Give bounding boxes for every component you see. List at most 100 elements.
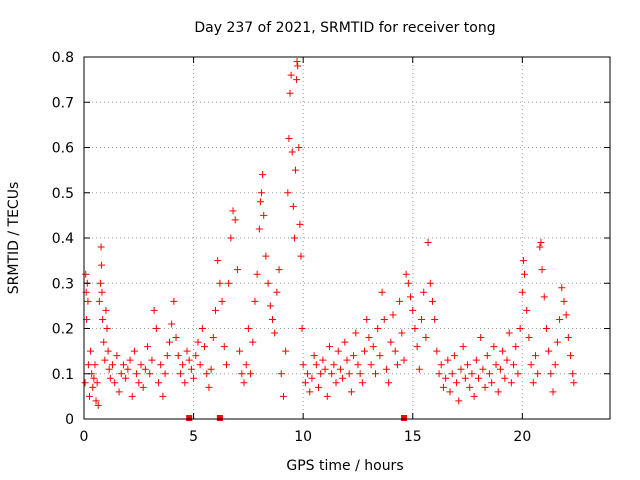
data-point bbox=[319, 356, 327, 364]
data-point bbox=[113, 352, 121, 360]
data-point bbox=[117, 370, 125, 378]
data-point bbox=[446, 388, 454, 396]
data-point bbox=[382, 365, 390, 373]
data-point bbox=[227, 234, 235, 242]
data-point bbox=[409, 306, 417, 314]
data-point bbox=[98, 288, 106, 296]
data-point bbox=[442, 374, 450, 382]
data-point bbox=[264, 279, 272, 287]
data-point bbox=[350, 352, 358, 360]
data-point bbox=[304, 370, 312, 378]
x-tick-label: 15 bbox=[404, 429, 422, 445]
data-point bbox=[96, 279, 104, 287]
data-point bbox=[297, 252, 305, 260]
data-point bbox=[225, 279, 233, 287]
x-markers bbox=[186, 415, 407, 421]
x-marker bbox=[400, 415, 407, 421]
data-point bbox=[365, 334, 373, 342]
data-point bbox=[481, 383, 489, 391]
data-point bbox=[161, 370, 169, 378]
data-point bbox=[103, 325, 111, 332]
data-point bbox=[345, 370, 353, 378]
data-point bbox=[472, 356, 480, 364]
data-point bbox=[90, 374, 98, 382]
data-point bbox=[490, 343, 498, 351]
data-point bbox=[499, 347, 507, 355]
data-point bbox=[398, 329, 406, 337]
data-point bbox=[464, 361, 472, 369]
data-point bbox=[240, 379, 248, 387]
data-point bbox=[315, 383, 323, 391]
data-point bbox=[343, 356, 351, 364]
y-axis-label: SRMTID / TECUs bbox=[6, 182, 22, 295]
data-point bbox=[325, 343, 333, 351]
data-point bbox=[251, 297, 259, 305]
data-point bbox=[431, 315, 439, 323]
x-tick-label: 0 bbox=[80, 429, 89, 445]
data-point bbox=[247, 370, 255, 378]
data-point bbox=[139, 383, 147, 391]
data-point bbox=[361, 347, 369, 355]
data-point bbox=[503, 356, 511, 364]
y-tick-label: 0.2 bbox=[52, 322, 74, 338]
y-tick-label: 0.8 bbox=[52, 50, 74, 66]
data-point bbox=[371, 370, 379, 378]
data-point bbox=[102, 306, 110, 314]
data-point bbox=[387, 338, 395, 346]
data-point bbox=[450, 352, 458, 360]
data-point bbox=[207, 365, 215, 373]
data-point bbox=[418, 315, 426, 323]
data-point bbox=[389, 311, 397, 319]
data-point bbox=[258, 189, 266, 197]
data-point bbox=[367, 361, 375, 369]
data-point bbox=[229, 207, 237, 215]
data-point bbox=[301, 379, 309, 387]
data-point bbox=[170, 297, 178, 305]
grid-lines bbox=[84, 57, 610, 419]
data-point bbox=[293, 76, 301, 84]
data-point bbox=[485, 370, 493, 378]
data-point bbox=[551, 361, 559, 369]
data-point bbox=[190, 374, 198, 382]
data-point bbox=[163, 352, 171, 360]
data-point bbox=[144, 343, 152, 351]
data-point bbox=[339, 374, 347, 382]
data-point bbox=[242, 361, 250, 369]
data-point bbox=[268, 315, 276, 323]
data-point bbox=[411, 325, 419, 332]
data-point bbox=[424, 239, 432, 247]
data-point bbox=[135, 379, 143, 387]
data-point bbox=[122, 374, 130, 382]
data-point bbox=[128, 392, 136, 400]
data-point bbox=[514, 370, 522, 378]
data-point bbox=[534, 370, 542, 378]
data-point bbox=[521, 270, 529, 278]
data-point bbox=[477, 334, 485, 342]
data-point bbox=[523, 306, 531, 314]
data-point bbox=[244, 325, 252, 332]
data-point bbox=[488, 379, 496, 387]
data-point bbox=[284, 189, 292, 197]
data-point bbox=[256, 198, 264, 206]
y-tick-label: 0.6 bbox=[52, 141, 74, 157]
data-point bbox=[428, 297, 436, 305]
data-point bbox=[291, 166, 299, 174]
x-tick-labels: 0 5 10 15 20 bbox=[80, 429, 532, 445]
data-point bbox=[479, 365, 487, 373]
data-point bbox=[560, 297, 568, 305]
data-point bbox=[179, 361, 187, 369]
data-point bbox=[540, 293, 548, 301]
data-point bbox=[308, 374, 316, 382]
data-point bbox=[87, 347, 95, 355]
data-point bbox=[433, 347, 441, 355]
data-point bbox=[255, 225, 263, 233]
data-point bbox=[222, 361, 230, 369]
data-point bbox=[545, 347, 553, 355]
y-tick-label: 0.3 bbox=[52, 276, 74, 292]
data-point bbox=[358, 379, 366, 387]
data-point bbox=[542, 325, 550, 332]
data-point bbox=[82, 270, 90, 278]
data-point bbox=[271, 329, 279, 337]
data-point bbox=[505, 329, 513, 337]
